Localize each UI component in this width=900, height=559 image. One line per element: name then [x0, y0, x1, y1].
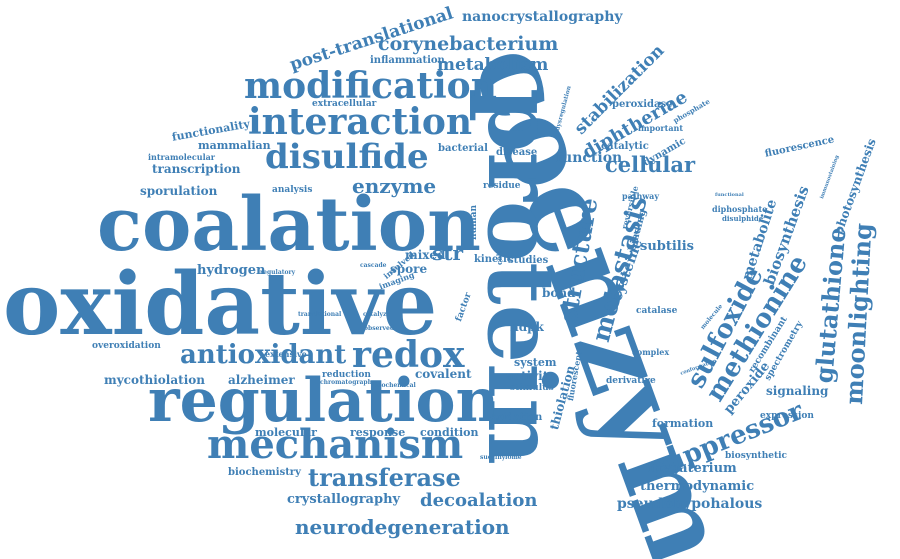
word-antioxidant: antioxidant	[180, 340, 347, 370]
word-expression: expression	[760, 411, 814, 421]
word-metabolism: metabolism	[437, 55, 549, 75]
word-spore: spore	[390, 262, 428, 276]
word-mycothiolation: mycothiolation	[104, 373, 205, 387]
word-moonlighting: moonlighting	[839, 222, 878, 406]
word-corynebacterium: corynebacterium	[378, 33, 559, 55]
word-cell: cell	[495, 250, 504, 265]
word-residue: residue	[483, 181, 521, 191]
word-enzyme: enzyme	[352, 174, 437, 198]
word-catalyze: catalyze	[363, 311, 391, 318]
word-extracellular: extracellular	[312, 99, 377, 109]
word-inflammation: inflammation	[370, 55, 445, 66]
word-ndpk: ndpk	[510, 320, 544, 334]
word-biosynthetic: biosynthetic	[725, 451, 788, 461]
word-functional: functional	[715, 192, 744, 198]
word-megaterium: megaterium	[648, 461, 737, 476]
word-mammalian: mammalian	[198, 139, 271, 152]
word-sporulation: sporulation	[140, 184, 218, 198]
word-disease: disease	[496, 147, 538, 158]
word-str: str	[432, 241, 464, 265]
word-immunostaining: immunostaining	[819, 154, 841, 200]
word-biochemistry: biochemistry	[228, 467, 301, 478]
word-succinylome: succinylome	[480, 454, 522, 461]
word-catalase: catalase	[636, 306, 678, 316]
word-alzheimer: alzheimer	[228, 373, 295, 387]
word-analysis: analysis	[272, 185, 313, 195]
word-formation: formation	[652, 417, 714, 430]
word-observed: observed	[364, 325, 395, 332]
word-modification: modification	[244, 65, 497, 107]
word-condition: condition	[420, 426, 479, 439]
word-photosynthesis: photosynthesis	[831, 136, 879, 237]
word-interaction: interaction	[248, 101, 473, 143]
word-extensive: extensive	[265, 349, 307, 359]
word-cellular: cellular	[605, 152, 696, 177]
word-neurodegeneration: neurodegeneration	[295, 515, 510, 539]
word-important: important	[638, 123, 684, 133]
word-nanocrystallography: nanocrystallography	[462, 9, 623, 25]
word-reduction: reduction	[322, 370, 371, 380]
word-system: system	[514, 356, 557, 369]
word-activity: activity	[506, 369, 556, 383]
word-stimulus: stimulus	[510, 383, 554, 393]
word-disulfide: disulfide	[265, 137, 429, 177]
word-pseudohypohalous: pseudohypohalous	[617, 496, 763, 512]
word-translational: translational	[298, 311, 342, 318]
word-response: response	[350, 426, 406, 439]
word-regulation: regulation	[148, 366, 500, 436]
word-signaling: signaling	[766, 384, 829, 398]
word-coalation: coalation	[97, 182, 481, 268]
word-regulatory: regulatory	[260, 269, 296, 276]
word-chromatography: chromatography	[320, 379, 376, 386]
word-catalytic: catalytic	[601, 141, 649, 152]
word-complex: complex	[632, 347, 670, 357]
word-transferase: transferase	[308, 463, 461, 492]
word-bond: bond	[542, 286, 576, 300]
word-thermodynamic: thermodynamic	[640, 479, 755, 494]
word-biochemical: biochemical	[375, 382, 416, 389]
word-cascade: cascade	[360, 262, 387, 269]
word-bacterial: bacterial	[438, 143, 488, 154]
word-covalent: covalent	[415, 367, 472, 381]
word-peroxidase: peroxidase	[612, 99, 673, 110]
word-kinetic: kinetic	[474, 254, 513, 265]
word-molecular: molecular	[255, 426, 317, 439]
word-diphosphate: diphosphate	[712, 204, 768, 214]
word-oxidative: oxidative	[3, 254, 438, 355]
word-fluorescence: fluorescence	[763, 134, 836, 160]
word-function: function	[556, 150, 623, 166]
word-overoxidation: overoxidation	[92, 341, 161, 351]
word-intramolecular: intramolecular	[148, 152, 216, 162]
word-hydrogen: hydrogen	[197, 263, 266, 278]
word-decoalation: decoalation	[420, 490, 538, 511]
word-transcription: transcription	[152, 162, 241, 176]
word-oxidation: oxidation	[490, 412, 543, 423]
word-mechanism: mechanism	[207, 421, 464, 468]
word-subtilis: subtilis	[640, 239, 694, 254]
word-mixed: mixed	[405, 248, 446, 262]
word-studies: studies	[508, 255, 549, 266]
word-crystallography: crystallography	[287, 492, 401, 507]
word-disulphide: disulphide	[722, 214, 764, 223]
word-redox: redox	[352, 334, 465, 376]
word-pathway: pathway	[622, 191, 660, 201]
word-derivative: derivative	[606, 376, 656, 386]
word-human: human	[469, 205, 479, 240]
